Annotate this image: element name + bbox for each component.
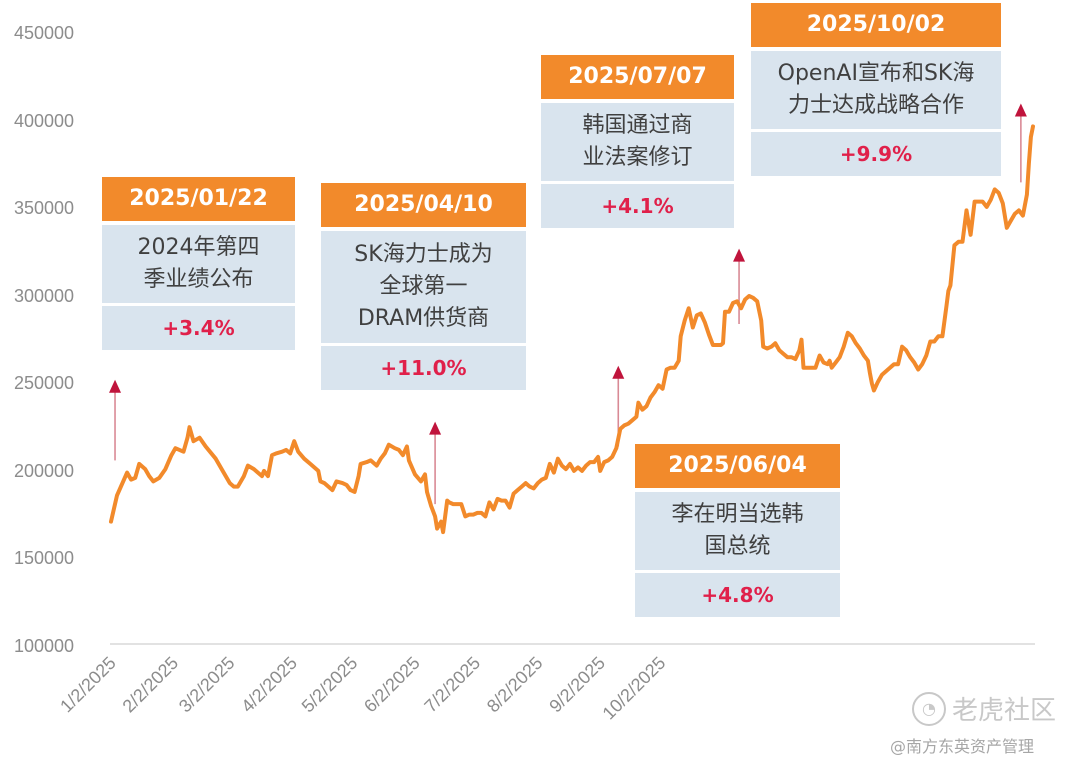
y-tick-label: 100000 [14, 636, 74, 656]
y-tick-label: 200000 [14, 461, 74, 481]
annotation-date: 2025/04/10 [321, 183, 526, 227]
y-tick-label: 450000 [14, 23, 74, 43]
annotation-jul07: 2025/07/07 韩国通过商 业法案修订 +4.1% [541, 55, 734, 228]
x-tick-label: 5/2/2025 [298, 653, 362, 717]
annotation-date: 2025/06/04 [635, 444, 840, 488]
annotation-change: +9.9% [751, 132, 1001, 176]
x-tick-label: 10/2/2025 [599, 653, 670, 724]
annotation-change: +11.0% [321, 346, 526, 390]
y-tick-label: 150000 [14, 548, 74, 568]
x-tick-label: 9/2/2025 [545, 653, 609, 717]
annotation-change: +4.1% [541, 184, 734, 228]
event-arrow-head [429, 421, 442, 435]
x-tick-label: 6/2/2025 [360, 653, 424, 717]
annotation-jan22: 2025/01/22 2024年第四 季业绩公布 +3.4% [102, 177, 295, 350]
y-axis: 450000 400000 350000 300000 250000 20000… [14, 23, 74, 656]
x-tick-label: 8/2/2025 [483, 653, 547, 717]
event-arrow-head [109, 379, 122, 393]
annotation-jun04: 2025/06/04 李在明当选韩 国总统 +4.8% [635, 444, 840, 617]
watermark-credit: @南方东英资产管理 [890, 737, 1035, 756]
annotation-date: 2025/07/07 [541, 55, 734, 99]
watermark-logo: ◔ 老虎社区 [912, 690, 1056, 727]
y-tick-label: 400000 [14, 111, 74, 131]
x-axis: 1/2/20252/2/20253/2/20254/2/20255/2/2025… [56, 653, 669, 724]
annotation-apr10: 2025/04/10 SK海力士成为 全球第一 DRAM供货商 +11.0% [321, 183, 526, 390]
watermark-logo-text: 老虎社区 [952, 696, 1057, 726]
x-tick-label: 7/2/2025 [420, 653, 484, 717]
annotation-event: OpenAI宣布和SK海 力士达成战略合作 [751, 51, 1001, 129]
y-tick-label: 350000 [14, 198, 74, 218]
annotation-event: 韩国通过商 业法案修订 [541, 103, 734, 181]
annotation-change: +4.8% [635, 573, 840, 617]
event-arrow-head [612, 365, 625, 379]
x-tick-label: 2/2/2025 [119, 653, 183, 717]
annotation-oct02: 2025/10/02 OpenAI宣布和SK海 力士达成战略合作 +9.9% [751, 3, 1001, 176]
annotation-date: 2025/01/22 [102, 177, 295, 221]
event-arrow-head [1014, 103, 1027, 117]
annotation-date: 2025/10/02 [751, 3, 1001, 47]
annotation-change: +3.4% [102, 306, 295, 350]
price-series-line [109, 124, 1035, 535]
y-tick-label: 300000 [14, 286, 74, 306]
event-arrows [109, 103, 1027, 505]
event-arrow-head [733, 248, 746, 262]
x-tick-label: 3/2/2025 [175, 653, 239, 717]
annotation-event: SK海力士成为 全球第一 DRAM供货商 [321, 231, 526, 343]
y-tick-label: 250000 [14, 373, 74, 393]
x-tick-label: 4/2/2025 [237, 653, 301, 717]
tiger-logo-icon: ◔ [912, 691, 946, 726]
x-tick-label: 1/2/2025 [56, 653, 120, 717]
annotation-event: 李在明当选韩 国总统 [635, 492, 840, 570]
annotation-event: 2024年第四 季业绩公布 [102, 225, 295, 303]
